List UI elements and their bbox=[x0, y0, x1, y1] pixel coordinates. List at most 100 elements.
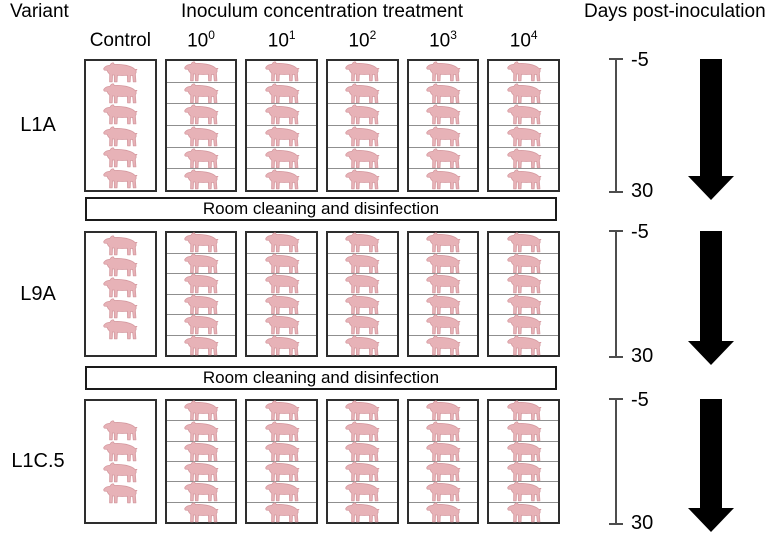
pen-cell bbox=[247, 168, 317, 190]
pen-cell bbox=[328, 460, 397, 482]
pig-icon bbox=[507, 420, 542, 441]
pig-icon bbox=[103, 168, 138, 189]
pig-icon bbox=[184, 104, 219, 125]
pig-icon bbox=[426, 420, 461, 441]
timeline-scale-line bbox=[615, 59, 617, 192]
pig-icon bbox=[103, 419, 138, 440]
pig-icon bbox=[507, 82, 542, 103]
pen-cell bbox=[489, 168, 559, 190]
pig-icon bbox=[103, 440, 138, 461]
pig-icon bbox=[345, 400, 380, 421]
pen-cell bbox=[247, 81, 317, 104]
pig-icon bbox=[103, 277, 138, 298]
pen-cell bbox=[489, 273, 559, 294]
pen-cell bbox=[247, 103, 317, 125]
pen-box bbox=[84, 231, 157, 357]
pen-box bbox=[406, 231, 480, 357]
column-header: 100 bbox=[165, 29, 238, 55]
pen-box bbox=[164, 399, 238, 524]
pen-cell bbox=[247, 334, 317, 356]
pig-icon bbox=[426, 294, 461, 315]
pig-icon bbox=[184, 61, 219, 82]
timeline-bottom-cap bbox=[609, 191, 623, 193]
column-header-text: 10 bbox=[348, 30, 370, 52]
column-header-exponent: 1 bbox=[288, 28, 296, 42]
column-header: Control bbox=[84, 29, 157, 55]
pig-icon bbox=[184, 169, 219, 190]
pig-icon bbox=[103, 147, 138, 168]
pen-box bbox=[326, 399, 399, 524]
pen-cell bbox=[247, 420, 317, 441]
pen-cell bbox=[408, 168, 478, 190]
pen-cell bbox=[489, 103, 559, 125]
pen-box bbox=[487, 399, 561, 524]
pig-icon bbox=[345, 147, 380, 168]
pen-cell bbox=[247, 252, 317, 274]
pig-icon bbox=[103, 319, 138, 340]
pig-icon bbox=[426, 126, 461, 147]
pig-icon bbox=[345, 294, 380, 315]
pig-icon bbox=[264, 502, 300, 523]
pig-icon bbox=[184, 441, 219, 462]
pen-cell bbox=[328, 501, 397, 523]
pig-icon bbox=[264, 253, 300, 274]
column-header-exponent: 0 bbox=[208, 28, 215, 42]
timeline-start-label: -5 bbox=[631, 221, 649, 243]
pig-icon bbox=[507, 335, 542, 356]
pen-box bbox=[164, 59, 238, 192]
pig-icon bbox=[426, 335, 461, 356]
pen-cell bbox=[166, 168, 236, 190]
pen-cell bbox=[247, 314, 317, 335]
room-cleaning-banner: Room cleaning and disinfection bbox=[85, 366, 557, 390]
days-post-inoculation-header: Days post-inoculation bbox=[584, 1, 766, 22]
pig-icon bbox=[103, 104, 138, 125]
pen-cell bbox=[166, 293, 236, 315]
pig-icon bbox=[264, 232, 300, 253]
pig-icon bbox=[103, 62, 138, 83]
pig-icon bbox=[507, 502, 542, 523]
pen-box bbox=[245, 59, 319, 192]
pen-cell bbox=[489, 81, 559, 104]
pen-cell bbox=[166, 440, 236, 462]
pig-icon bbox=[264, 481, 300, 502]
pig-icon bbox=[184, 481, 219, 502]
pen-box bbox=[326, 231, 399, 357]
pen-cell bbox=[328, 334, 397, 356]
column-header-text: Control bbox=[89, 30, 151, 51]
pig-icon bbox=[184, 314, 219, 335]
column-header: 101 bbox=[245, 29, 318, 55]
column-header-exponent: 3 bbox=[450, 28, 457, 42]
pen-cell bbox=[328, 252, 397, 274]
column-header: 102 bbox=[326, 29, 399, 55]
pig-icon bbox=[103, 83, 138, 104]
column-header-text: 10 bbox=[267, 30, 289, 52]
pig-icon bbox=[426, 481, 461, 502]
pen-cell bbox=[328, 400, 397, 421]
pen-cell bbox=[328, 420, 397, 441]
pen-cell bbox=[489, 400, 558, 421]
timeline-start-label: -5 bbox=[631, 49, 649, 71]
pig-icon bbox=[103, 482, 138, 503]
pig-icon bbox=[507, 294, 542, 315]
pen-cell bbox=[247, 440, 317, 462]
pen-cell bbox=[328, 103, 397, 125]
pen-cell bbox=[166, 501, 236, 523]
pen-cell bbox=[408, 440, 478, 462]
column-header-text: 10 bbox=[509, 30, 531, 52]
pen-cell bbox=[489, 440, 559, 462]
pen-cell bbox=[408, 252, 478, 274]
pig-icon bbox=[426, 502, 461, 523]
pen-cell bbox=[167, 232, 236, 253]
pen-cell bbox=[166, 81, 236, 104]
pen-cell bbox=[247, 501, 317, 523]
pig-icon bbox=[103, 298, 138, 319]
pig-icon bbox=[264, 273, 300, 294]
pen-cell bbox=[166, 420, 236, 441]
pen-cell bbox=[489, 146, 559, 169]
pig-icon bbox=[345, 502, 380, 523]
pen-cell bbox=[408, 273, 478, 294]
pen-cell bbox=[328, 125, 397, 147]
pen-cell bbox=[166, 334, 236, 356]
pig-icon bbox=[103, 256, 138, 277]
